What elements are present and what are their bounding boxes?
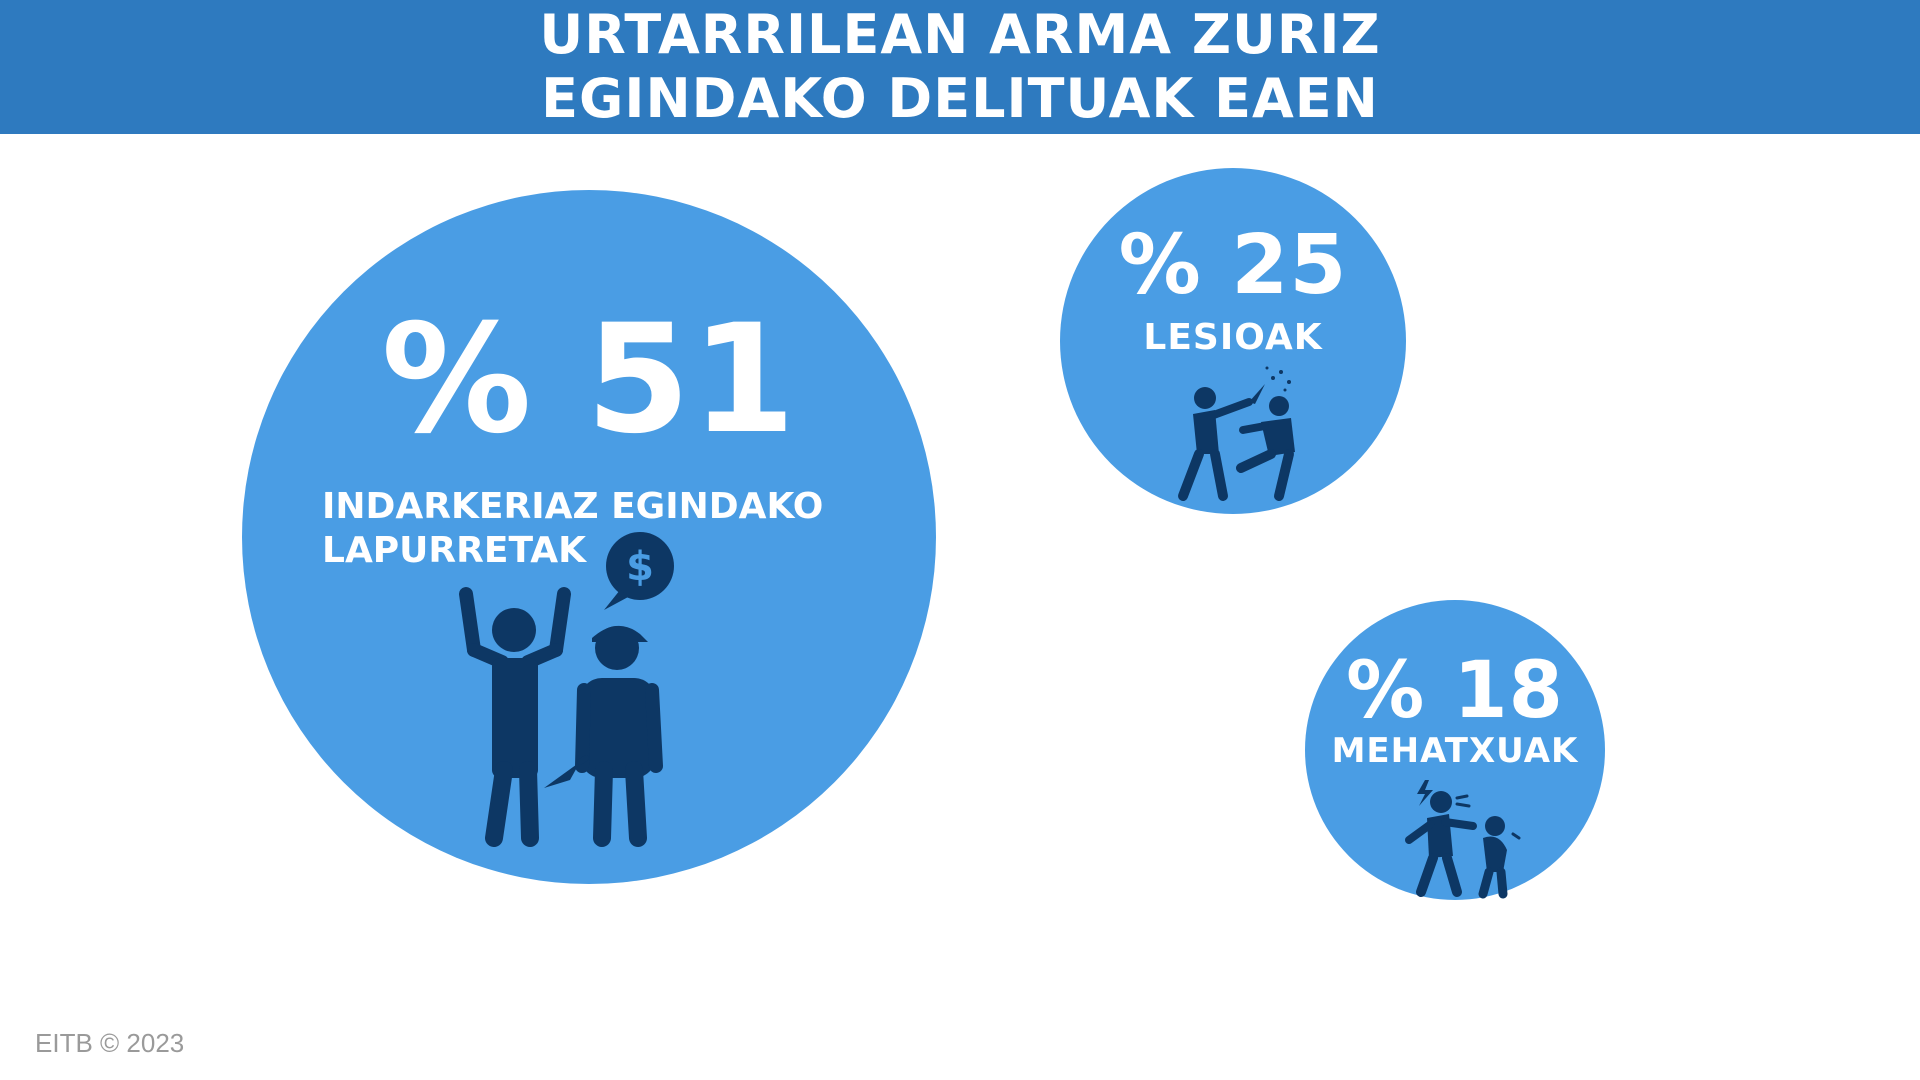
svg-text:$: $ xyxy=(626,544,654,590)
percent-label: % 51 xyxy=(381,293,797,467)
category-label-line-2: LAPURRETAK xyxy=(322,530,586,571)
copyright-footer: EITB © 2023 xyxy=(35,1028,185,1058)
percent-label: % 25 xyxy=(1118,218,1348,313)
title-banner: URTARRILEAN ARMA ZURIZ EGINDAKO DELITUAK… xyxy=(0,0,1920,134)
threat-icon xyxy=(1405,780,1521,899)
assault-injury-icon xyxy=(1178,366,1295,501)
bubble-robberies: % 51 INDARKERIAZ EGINDAKO LAPURRETAK $ xyxy=(242,190,936,884)
robbery-with-knife-icon: $ xyxy=(459,532,674,847)
percent-label: % 18 xyxy=(1346,646,1564,736)
title-line-2: EGINDAKO DELITUAK EAEN xyxy=(541,67,1379,130)
bubble-injuries: % 25 LESIOAK xyxy=(1060,168,1406,514)
category-label: LESIOAK xyxy=(1143,317,1323,358)
category-label-line-1: INDARKERIAZ EGINDAKO xyxy=(322,486,824,527)
category-label: MEHATXUAK xyxy=(1331,731,1579,771)
bubble-threats: % 18 MEHATXUAK xyxy=(1305,600,1605,900)
title-line-1: URTARRILEAN ARMA ZURIZ xyxy=(539,3,1381,66)
